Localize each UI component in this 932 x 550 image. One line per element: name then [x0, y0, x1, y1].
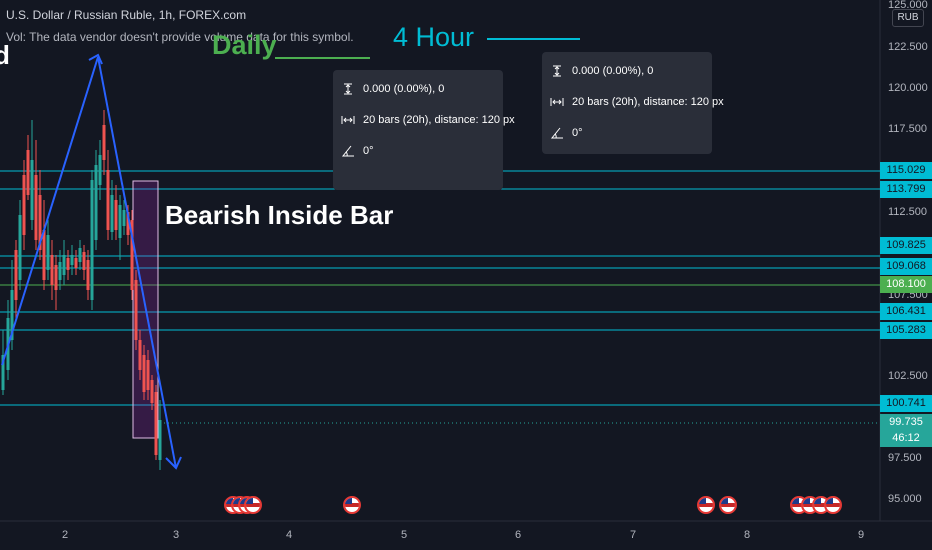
- price-range-icon: [344, 83, 352, 95]
- us-flag-icon[interactable]: [719, 496, 737, 514]
- price-tick: 102.500: [888, 370, 928, 382]
- candle-body: [82, 252, 86, 270]
- candle-body: [10, 290, 14, 340]
- candle-body: [118, 205, 122, 238]
- candle-body: [90, 180, 94, 300]
- bearish-inside-bar-label[interactable]: Bearish Inside Bar: [165, 200, 394, 230]
- price-tick: 112.500: [888, 206, 927, 218]
- candle-body: [58, 262, 62, 280]
- level-price-tag[interactable]: 113.799: [880, 181, 932, 198]
- candle-body: [78, 248, 82, 262]
- candle-body: [14, 250, 18, 300]
- candle-body: [18, 215, 22, 280]
- time-tick: 9: [858, 529, 865, 541]
- candle-body: [1, 355, 5, 390]
- price-tick: 95.000: [888, 493, 922, 505]
- candle-body: [50, 255, 54, 285]
- candle-body: [26, 150, 30, 195]
- candle-body: [110, 195, 114, 232]
- candle-body: [158, 420, 162, 460]
- volume-notice: Vol: The data vendor doesn't provide vol…: [6, 30, 354, 44]
- trend-line-up: [1, 56, 99, 366]
- tooltip-angle: 0°: [572, 127, 583, 139]
- candle-body: [154, 392, 158, 455]
- price-range-icon: [553, 65, 561, 77]
- candle-body: [54, 265, 58, 290]
- price-tick: 97.500: [888, 452, 922, 464]
- candle-body: [102, 125, 106, 160]
- level-price-tag[interactable]: 100.741: [880, 395, 932, 412]
- candle-body: [30, 160, 34, 220]
- candle-body: [150, 380, 154, 403]
- price-tick: 122.500: [888, 41, 928, 53]
- tooltip-bars-distance: 20 bars (20h), distance: 120 px: [572, 96, 724, 108]
- candle-body: [98, 155, 102, 185]
- candle-body: [22, 175, 26, 235]
- time-tick: 5: [401, 529, 408, 541]
- partial-annotation-text: d: [0, 40, 10, 70]
- price-tick: 125.000: [888, 0, 928, 11]
- bars-range-icon: [341, 116, 355, 124]
- candle-body: [130, 220, 134, 290]
- candle-body: [142, 355, 146, 392]
- us-flag-icon[interactable]: [343, 496, 361, 514]
- price-tick: 117.500: [888, 123, 927, 135]
- candle-body: [34, 175, 38, 240]
- candle-body: [42, 230, 46, 280]
- level-price-tag[interactable]: 109.068: [880, 258, 932, 275]
- time-tick: 3: [173, 529, 180, 541]
- candle-body: [114, 200, 118, 230]
- candle-body: [86, 260, 90, 290]
- arrow-head-up: [88, 53, 103, 65]
- candle-body: [70, 255, 74, 265]
- candle-body: [74, 258, 78, 268]
- current-price-tag[interactable]: 99.735: [880, 414, 932, 431]
- trend-lines[interactable]: [1, 53, 182, 470]
- arrow-head-down: [165, 456, 182, 470]
- candle-body: [62, 255, 66, 275]
- level-price-tag[interactable]: 105.283: [880, 322, 932, 339]
- tooltip-bars-distance: 20 bars (20h), distance: 120 px: [363, 114, 515, 126]
- tooltip-price-change: 0.000 (0.00%), 0: [363, 83, 445, 95]
- time-tick: 7: [630, 529, 637, 541]
- measure-tooltip: 0.000 (0.00%), 0 20 bars (20h), distance…: [333, 70, 515, 190]
- tooltip-price-change: 0.000 (0.00%), 0: [572, 65, 654, 77]
- symbol-title[interactable]: U.S. Dollar / Russian Ruble, 1h, FOREX.c…: [6, 8, 247, 22]
- level-price-tag[interactable]: 106.431: [880, 303, 932, 320]
- level-price-tag[interactable]: 115.029: [880, 162, 932, 179]
- us-flag-icon[interactable]: [697, 496, 715, 514]
- time-tick: 8: [744, 529, 751, 541]
- level-price-tag[interactable]: 109.825: [880, 237, 932, 254]
- time-tick: 6: [515, 529, 522, 541]
- angle-icon: [550, 127, 563, 139]
- candle-body: [46, 235, 50, 270]
- candle-body: [106, 170, 110, 230]
- four-hour-label[interactable]: 4 Hour: [393, 22, 475, 52]
- currency-badge[interactable]: RUB: [892, 9, 924, 27]
- bars-range-icon: [550, 98, 564, 106]
- us-flag-icon[interactable]: [824, 496, 842, 514]
- bar-countdown-tag: 46:12: [880, 430, 932, 447]
- time-tick: 2: [62, 529, 69, 541]
- price-tick: 120.000: [888, 82, 928, 94]
- candle-body: [122, 210, 126, 226]
- time-tick: 4: [286, 529, 293, 541]
- tooltip-angle: 0°: [363, 145, 374, 157]
- candle-body: [138, 340, 142, 370]
- trend-line-down: [97, 56, 177, 469]
- angle-icon: [341, 145, 354, 157]
- candle-body: [146, 360, 150, 390]
- candle-body: [38, 195, 42, 250]
- daily-label[interactable]: Daily: [212, 30, 277, 60]
- level-price-tag[interactable]: 108.100: [880, 276, 932, 293]
- candle-body: [126, 212, 130, 235]
- candle-body: [66, 258, 70, 270]
- candle-body: [134, 280, 138, 340]
- us-flag-icon[interactable]: [244, 496, 262, 514]
- measure-tooltip: 0.000 (0.00%), 0 20 bars (20h), distance…: [542, 52, 724, 154]
- candle-body: [94, 165, 98, 240]
